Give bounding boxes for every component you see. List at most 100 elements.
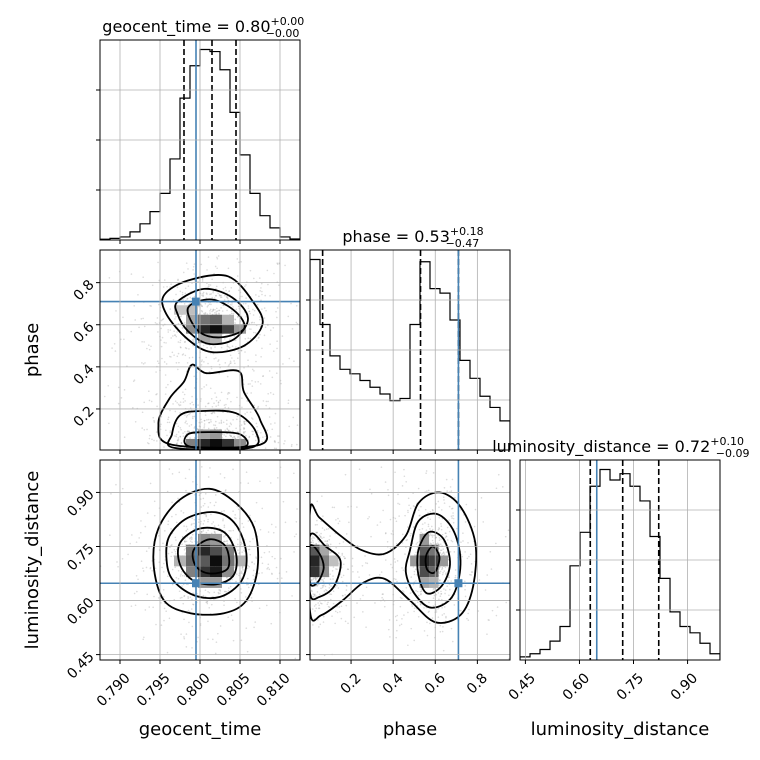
scatter-point xyxy=(180,315,182,318)
scatter-point xyxy=(429,542,432,545)
scatter-point xyxy=(232,468,234,471)
scatter-point xyxy=(241,322,244,325)
x-axis-label-luminosity_distance: luminosity_distance xyxy=(531,719,710,740)
scatter-point xyxy=(271,555,274,558)
scatter-point xyxy=(152,606,154,609)
scatter-point xyxy=(405,480,407,483)
scatter-point xyxy=(149,482,152,485)
scatter-point xyxy=(191,523,193,525)
scatter-point xyxy=(210,293,212,295)
scatter-point xyxy=(155,371,157,373)
scatter-point xyxy=(336,611,339,614)
density-cell xyxy=(210,429,222,439)
scatter-point xyxy=(438,516,441,519)
scatter-point xyxy=(200,387,203,390)
scatter-point xyxy=(189,596,192,599)
scatter-point xyxy=(251,379,253,382)
scatter-point xyxy=(329,543,332,546)
scatter-point xyxy=(438,547,440,550)
density-cell xyxy=(210,333,222,344)
scatter-point xyxy=(171,515,173,518)
scatter-point xyxy=(440,528,443,531)
scatter-point xyxy=(448,546,450,549)
scatter-point xyxy=(322,515,324,517)
scatter-point xyxy=(184,541,186,543)
scatter-point xyxy=(204,589,207,592)
scatter-point xyxy=(247,359,249,362)
scatter-point xyxy=(263,317,266,319)
scatter-point xyxy=(257,337,260,339)
scatter-point xyxy=(210,532,213,535)
scatter-point xyxy=(420,593,422,596)
scatter-point xyxy=(317,619,319,621)
scatter-point xyxy=(238,552,240,555)
scatter-point xyxy=(240,588,242,590)
scatter-point xyxy=(370,535,372,538)
x-tick-label: 0.4 xyxy=(380,670,407,697)
scatter-point xyxy=(362,611,364,613)
scatter-point xyxy=(314,578,317,581)
scatter-point xyxy=(212,308,215,311)
scatter-point xyxy=(191,395,193,398)
scatter-point xyxy=(209,308,212,311)
scatter-point xyxy=(312,593,314,595)
scatter-point xyxy=(401,533,404,536)
scatter-point xyxy=(157,362,160,365)
scatter-point xyxy=(271,428,274,431)
scatter-point xyxy=(175,361,178,364)
scatter-point xyxy=(203,419,206,422)
scatter-point xyxy=(448,594,450,597)
scatter-point xyxy=(177,341,180,343)
scatter-point xyxy=(326,528,328,531)
scatter-point xyxy=(153,439,155,442)
scatter-point xyxy=(497,473,500,476)
scatter-point xyxy=(207,304,209,307)
scatter-point xyxy=(175,442,178,445)
scatter-point xyxy=(169,430,172,432)
density-cell xyxy=(198,533,210,545)
scatter-point xyxy=(433,594,436,597)
scatter-point xyxy=(444,536,447,539)
scatter-point xyxy=(202,530,205,532)
scatter-point xyxy=(403,614,405,616)
scatter-point xyxy=(334,610,337,613)
scatter-point xyxy=(314,524,317,526)
scatter-point xyxy=(243,285,246,288)
scatter-point xyxy=(380,466,383,468)
scatter-point xyxy=(460,609,462,612)
density-cell xyxy=(198,324,210,334)
scatter-point xyxy=(240,349,243,352)
scatter-point xyxy=(234,318,237,321)
scatter-point xyxy=(208,421,211,424)
scatter-point xyxy=(180,428,182,431)
scatter-point xyxy=(342,574,345,577)
scatter-point xyxy=(224,590,227,593)
scatter-point xyxy=(157,331,159,333)
scatter-point xyxy=(268,416,271,418)
scatter-point xyxy=(341,580,344,583)
scatter-point xyxy=(287,315,290,318)
scatter-point xyxy=(246,583,248,586)
scatter-point xyxy=(433,534,436,537)
scatter-point xyxy=(394,517,397,520)
scatter-point xyxy=(169,308,172,310)
scatter-point xyxy=(226,309,228,312)
scatter-point xyxy=(258,572,260,575)
scatter-point xyxy=(242,302,245,305)
scatter-point xyxy=(141,411,144,414)
scatter-point xyxy=(219,625,222,627)
scatter-point xyxy=(200,520,202,523)
scatter-point xyxy=(440,549,443,552)
scatter-point xyxy=(250,392,252,394)
contour-line xyxy=(161,274,264,354)
scatter-point xyxy=(267,531,270,533)
scatter-point xyxy=(368,516,370,518)
scatter-point xyxy=(156,440,158,442)
scatter-point xyxy=(443,588,445,590)
scatter-point xyxy=(440,553,443,556)
scatter-point xyxy=(318,604,320,607)
y-tick-label: 0.2 xyxy=(71,403,98,430)
scatter-point xyxy=(257,380,259,383)
scatter-point xyxy=(223,604,225,607)
scatter-point xyxy=(215,420,217,423)
